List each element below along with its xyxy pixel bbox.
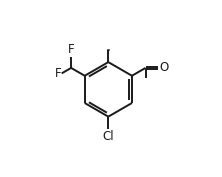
- Text: O: O: [159, 61, 168, 74]
- Text: F: F: [54, 67, 61, 80]
- Text: F: F: [68, 43, 74, 56]
- Text: Cl: Cl: [103, 130, 114, 143]
